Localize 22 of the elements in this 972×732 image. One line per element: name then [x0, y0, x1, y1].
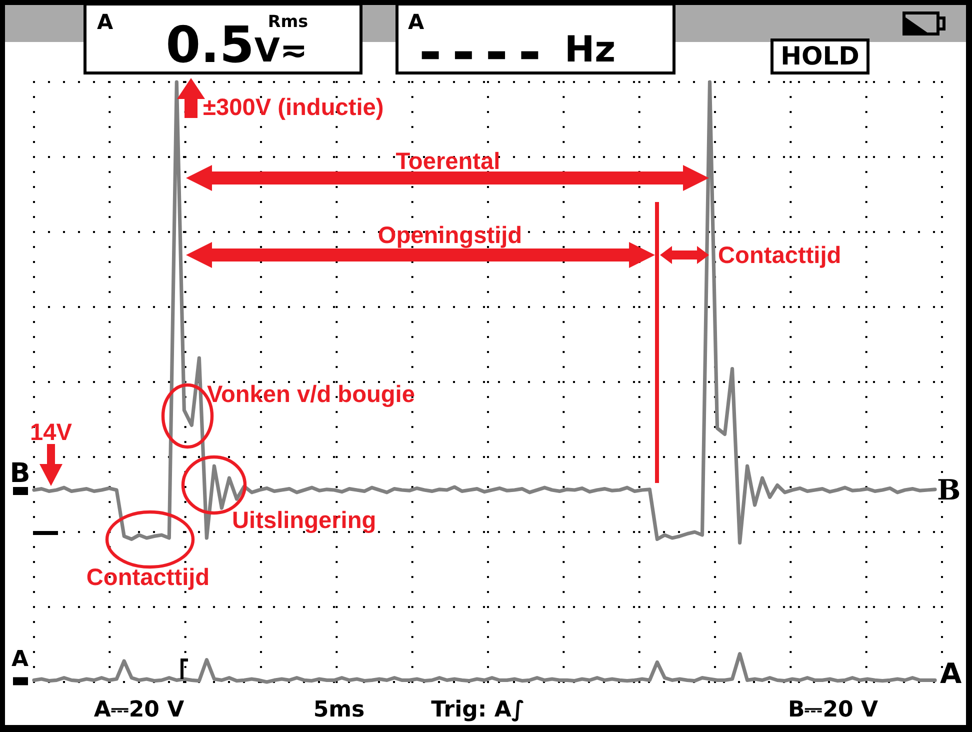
- text: 0.5: [166, 16, 254, 74]
- text: A⎓20 V: [94, 698, 184, 722]
- text: Rms: [268, 11, 308, 31]
- text: A: [11, 647, 29, 672]
- series-label: B: [937, 473, 961, 506]
- text: Hz: [564, 30, 616, 70]
- text: HOLD: [780, 42, 860, 70]
- text: 5ms: [313, 698, 365, 722]
- annotation: Toerental: [396, 149, 500, 175]
- annotation: Contacttijd: [86, 565, 210, 591]
- text: B⎓20 V: [788, 698, 878, 722]
- annotation: Contacttijd: [718, 243, 842, 269]
- text: B: [10, 458, 30, 489]
- series-label: A: [940, 657, 962, 690]
- annotation: 14V: [30, 420, 72, 446]
- text: V≂: [254, 30, 308, 70]
- text: Trig: A∫: [431, 698, 525, 722]
- annotation: ±300V (inductie): [203, 95, 384, 121]
- annotation: Openingstijd: [378, 223, 522, 249]
- text: A: [97, 10, 114, 34]
- annotation: Uitslingering: [232, 508, 376, 534]
- annotation: Vonken v/d bougie: [207, 382, 415, 408]
